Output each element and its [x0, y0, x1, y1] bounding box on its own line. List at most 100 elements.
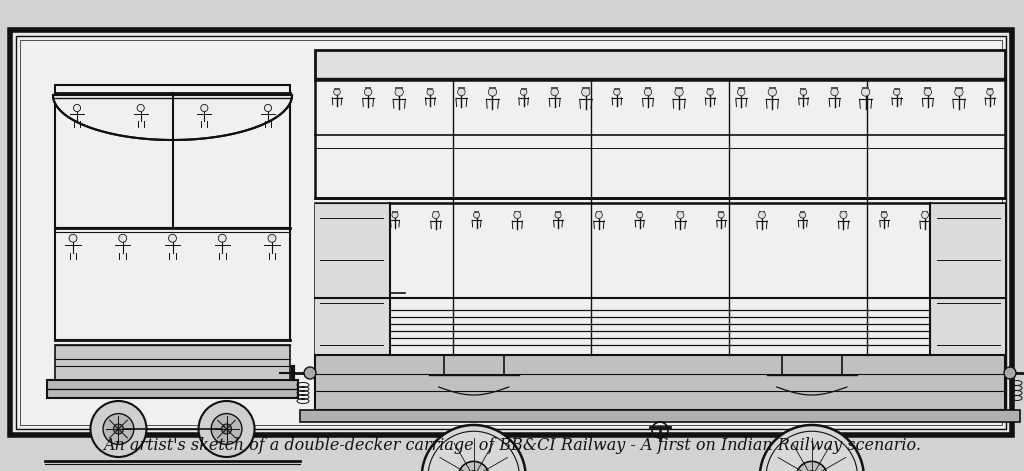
Circle shape: [422, 425, 525, 471]
Circle shape: [840, 211, 847, 219]
Circle shape: [268, 234, 275, 242]
Bar: [582, 87, 590, 89]
Bar: [637, 211, 642, 213]
Bar: [458, 87, 465, 89]
Bar: [16, 36, 1006, 429]
Circle shape: [707, 89, 714, 95]
Circle shape: [304, 367, 316, 379]
Bar: [427, 88, 433, 89]
Circle shape: [199, 401, 255, 457]
Circle shape: [69, 234, 77, 242]
Text: An artist's sketch of a double-decker carriage of BB&CI Railway - A first on Ind: An artist's sketch of a double-decker ca…: [103, 437, 921, 454]
Bar: [882, 211, 887, 213]
Bar: [677, 211, 684, 212]
Bar: [334, 88, 340, 89]
Circle shape: [119, 234, 127, 242]
Circle shape: [677, 211, 684, 219]
Circle shape: [395, 88, 403, 96]
Circle shape: [432, 211, 439, 219]
Bar: [17, 37, 1005, 428]
Bar: [894, 88, 900, 89]
Bar: [862, 87, 869, 89]
Bar: [300, 410, 1020, 422]
Circle shape: [114, 424, 124, 434]
Bar: [432, 211, 439, 212]
Bar: [315, 50, 1005, 80]
Bar: [644, 87, 651, 89]
Bar: [841, 211, 847, 212]
Circle shape: [800, 89, 807, 95]
Circle shape: [551, 88, 558, 96]
Bar: [987, 88, 993, 89]
Circle shape: [881, 212, 888, 218]
Bar: [800, 211, 806, 213]
Bar: [10, 30, 1012, 435]
Bar: [801, 88, 807, 89]
Bar: [315, 355, 1005, 410]
Circle shape: [644, 88, 651, 96]
Circle shape: [103, 414, 134, 445]
Bar: [514, 211, 520, 212]
Bar: [47, 380, 298, 398]
Bar: [738, 87, 744, 89]
Bar: [708, 88, 713, 89]
Circle shape: [987, 89, 993, 95]
Circle shape: [473, 212, 479, 218]
Circle shape: [488, 88, 497, 96]
Circle shape: [514, 211, 521, 219]
Circle shape: [797, 462, 827, 471]
Circle shape: [218, 234, 226, 242]
Circle shape: [427, 89, 433, 95]
Circle shape: [334, 89, 340, 95]
Bar: [520, 88, 526, 89]
Bar: [20, 40, 1002, 425]
Circle shape: [264, 105, 271, 112]
Bar: [55, 85, 290, 228]
Circle shape: [737, 88, 745, 96]
Circle shape: [637, 212, 643, 218]
Bar: [392, 211, 397, 213]
Circle shape: [830, 88, 839, 96]
Circle shape: [800, 212, 806, 218]
Bar: [55, 228, 290, 340]
Circle shape: [1004, 367, 1016, 379]
Circle shape: [954, 88, 964, 96]
Circle shape: [675, 88, 683, 96]
Circle shape: [760, 425, 864, 471]
Circle shape: [520, 89, 527, 95]
Circle shape: [169, 234, 176, 242]
Bar: [315, 80, 1005, 198]
Bar: [315, 203, 390, 355]
Bar: [831, 87, 838, 89]
Circle shape: [365, 88, 372, 96]
Bar: [596, 211, 602, 212]
Circle shape: [211, 414, 242, 445]
Circle shape: [613, 89, 621, 95]
Circle shape: [595, 211, 602, 219]
Circle shape: [924, 88, 932, 96]
Circle shape: [555, 212, 561, 218]
Circle shape: [458, 462, 489, 471]
Polygon shape: [53, 95, 292, 140]
Circle shape: [893, 89, 900, 95]
Bar: [474, 211, 479, 213]
Circle shape: [392, 212, 398, 218]
Bar: [555, 211, 561, 213]
Bar: [719, 211, 724, 213]
Circle shape: [718, 212, 724, 218]
Bar: [613, 88, 620, 89]
Bar: [955, 87, 963, 89]
Circle shape: [74, 105, 81, 112]
Bar: [930, 203, 1005, 355]
Bar: [551, 87, 558, 89]
Circle shape: [582, 88, 590, 96]
Circle shape: [768, 88, 776, 96]
Circle shape: [137, 105, 144, 112]
Circle shape: [90, 401, 146, 457]
Bar: [769, 87, 776, 89]
Bar: [925, 87, 931, 89]
Circle shape: [759, 211, 766, 219]
Bar: [675, 87, 683, 89]
Bar: [922, 211, 928, 212]
Bar: [488, 87, 497, 89]
